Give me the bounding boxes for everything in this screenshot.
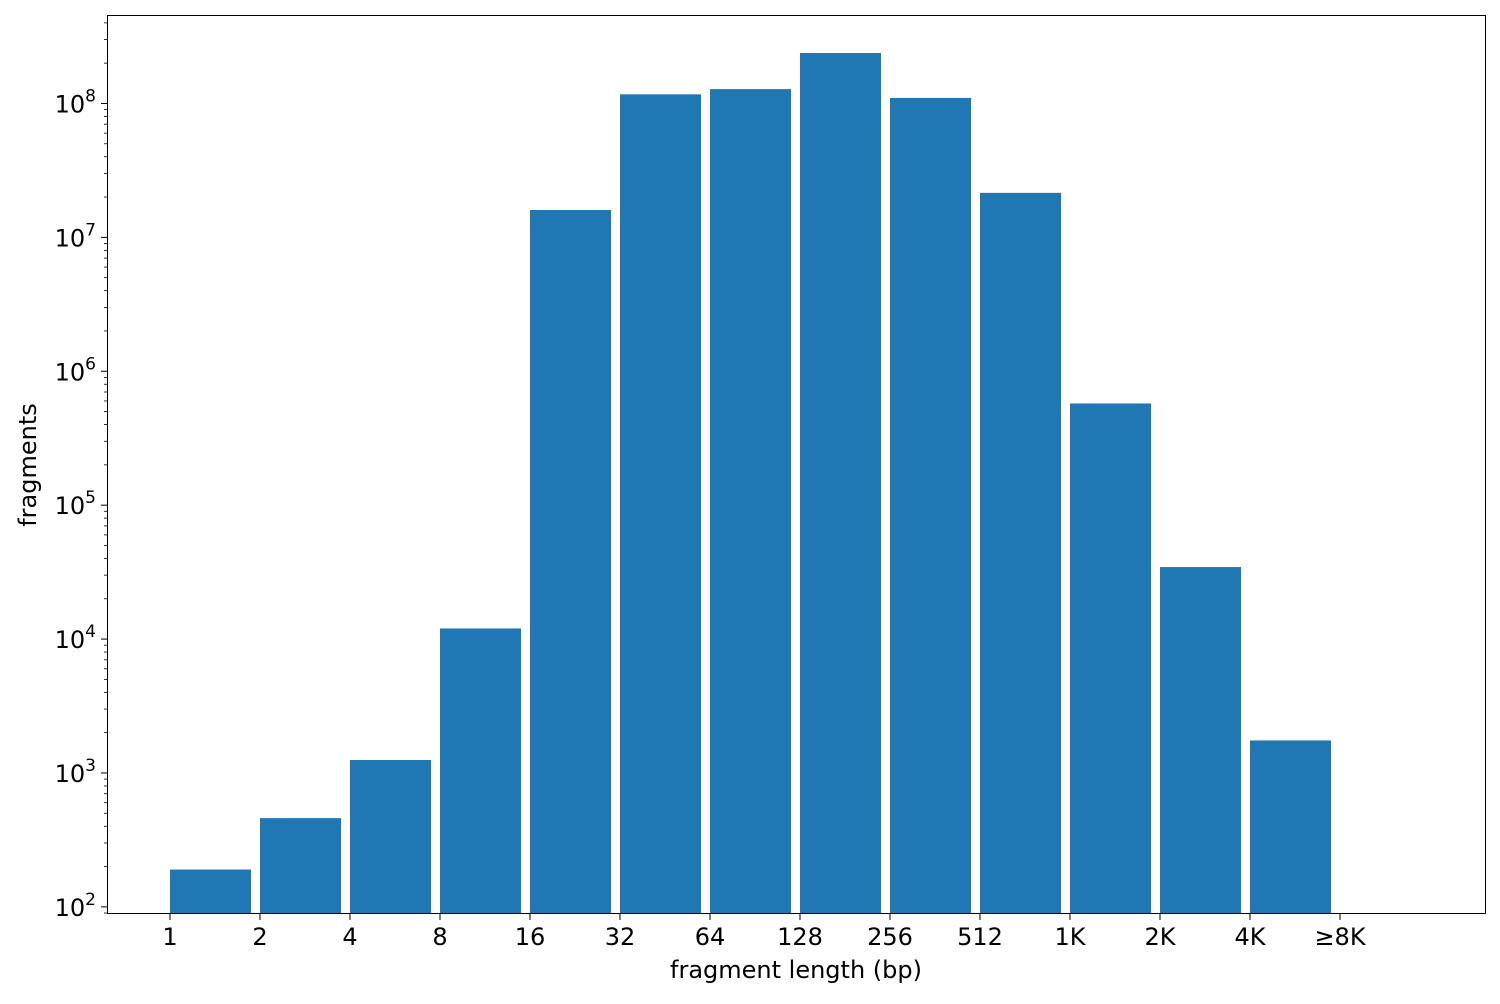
bar-16	[530, 210, 611, 913]
y-axis: 102 103 104 105 106 107 108	[55, 22, 108, 922]
x-tick-label: 32	[605, 923, 636, 951]
bars-group	[170, 53, 1331, 914]
bar-2K	[1160, 567, 1241, 913]
bar-4	[350, 759, 431, 913]
bar-64	[710, 89, 791, 914]
x-tick-label: 1K	[1054, 923, 1086, 951]
y-tick-label: 104	[55, 622, 96, 654]
x-tick-label: 1	[162, 923, 177, 951]
x-tick-label: ≥8K	[1314, 923, 1366, 951]
x-tick-label: 4K	[1234, 923, 1266, 951]
bar-1	[170, 869, 251, 913]
y-tick-label: 106	[55, 354, 96, 386]
bar-256	[890, 97, 971, 913]
x-tick-label: 256	[867, 923, 913, 951]
y-tick-label: 108	[55, 86, 96, 118]
bar-4K	[1250, 740, 1331, 913]
bar-2	[260, 818, 341, 913]
x-tick-label: 128	[777, 923, 823, 951]
x-tick-label: 2	[252, 923, 267, 951]
x-tick-label: 512	[957, 923, 1003, 951]
y-tick-label: 103	[55, 756, 96, 788]
y-tick-label: 107	[55, 220, 96, 252]
y-axis-label: fragments	[14, 403, 42, 527]
bar-8	[440, 628, 521, 913]
x-axis-label: fragment length (bp)	[670, 956, 922, 984]
x-tick-label: 4	[342, 923, 357, 951]
y-tick-label: 105	[55, 488, 96, 520]
x-tick-label: 8	[432, 923, 447, 951]
bar-512	[980, 192, 1061, 913]
bar-128	[800, 53, 881, 914]
y-tick-label: 102	[55, 890, 96, 922]
x-tick-label: 2K	[1144, 923, 1176, 951]
x-tick-label: 64	[695, 923, 726, 951]
x-tick-label: 16	[515, 923, 546, 951]
x-axis: 1 2 4 8 16 32 64 128 256 512 1K 2K 4K ≥8K	[162, 913, 1367, 951]
bar-1K	[1070, 403, 1151, 913]
bar-32	[620, 94, 701, 914]
